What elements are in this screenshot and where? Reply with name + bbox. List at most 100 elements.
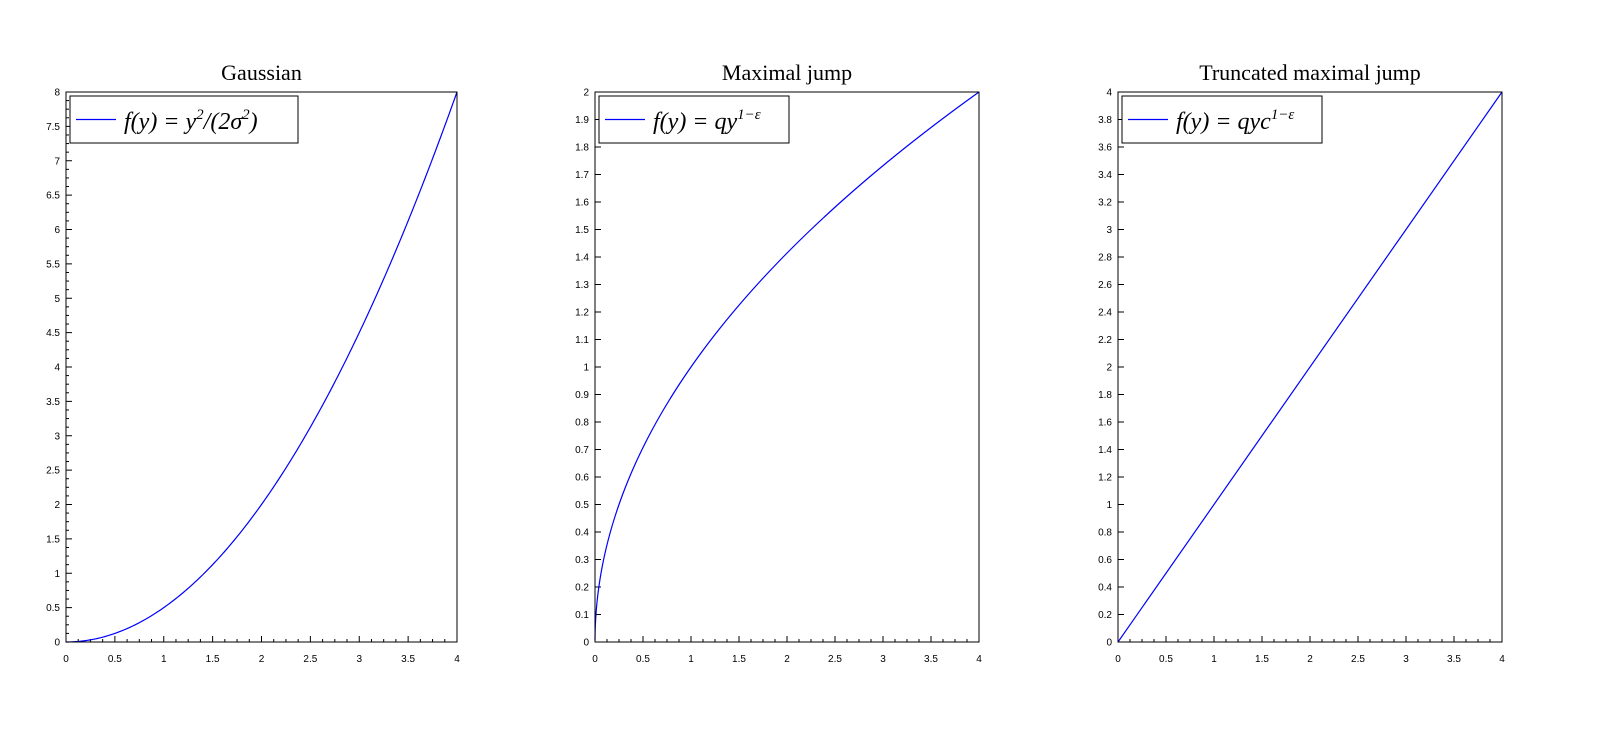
y-tick-label: 3 <box>1106 225 1112 236</box>
x-tick-label: 2 <box>784 654 790 665</box>
series-line <box>65 91 458 643</box>
y-tick-label: 0.8 <box>575 418 589 429</box>
y-tick-label: 1.4 <box>575 253 589 264</box>
y-tick-label: 4 <box>1106 88 1112 99</box>
x-tick-label: 3 <box>1403 654 1409 665</box>
y-tick-label: 0 <box>583 638 589 649</box>
y-tick-label: 1.6 <box>1098 418 1112 429</box>
x-tick-label: 4 <box>976 654 982 665</box>
y-tick-label: 6 <box>54 225 60 236</box>
legend-superscript: 1−ε <box>737 107 761 123</box>
legend: f(y) = y2/(2σ2) <box>69 95 299 144</box>
y-tick-label: 4 <box>54 363 60 374</box>
y-tick-label: 5.5 <box>46 259 60 270</box>
x-tick-label: 0.5 <box>1159 654 1173 665</box>
y-tick-label: 1.2 <box>1098 473 1112 484</box>
y-tick-label: 1.4 <box>1098 445 1112 456</box>
y-tick-label: 1.6 <box>575 198 589 209</box>
y-tick-label: 0 <box>1106 638 1112 649</box>
plot-truncated-maximal-jump: Truncated maximal jump 0 0.5 1 1.5 2 2.5 3 3.5 4 0… <box>1098 60 1505 665</box>
plot-title: Truncated maximal jump <box>1199 60 1421 85</box>
y-tick-label: 0.4 <box>1098 583 1112 594</box>
y-tick-label: 0.5 <box>575 500 589 511</box>
y-tick-label: 2 <box>54 500 60 511</box>
x-tick-label: 0 <box>63 654 69 665</box>
x-tick-label: 1 <box>1211 654 1217 665</box>
y-tick-label: 1 <box>583 363 589 374</box>
y-tick-label: 0.2 <box>575 583 589 594</box>
plot-title: Maximal jump <box>722 60 852 85</box>
x-tick-label: 0 <box>1115 654 1121 665</box>
legend-superscript: 2 <box>196 107 204 123</box>
y-tick-label: 1.1 <box>575 335 589 346</box>
legend-superscript: 1−ε <box>1271 107 1295 123</box>
x-tick-label: 1.5 <box>206 654 220 665</box>
legend-text-part: f(y) = qy <box>653 109 738 135</box>
x-tick-label: 3.5 <box>401 654 415 665</box>
y-tick-label: 0 <box>54 638 60 649</box>
x-tick-label: 4 <box>1499 654 1505 665</box>
y-tick-label: 3.8 <box>1098 115 1112 126</box>
x-tick-label: 3.5 <box>924 654 938 665</box>
y-tick-label: 1.3 <box>575 280 589 291</box>
y-tick-label: 8 <box>54 88 60 99</box>
y-tick-label: 1.5 <box>46 534 60 545</box>
y-tick-label: 2.5 <box>46 466 60 477</box>
y-tick-label: 3 <box>54 431 60 442</box>
legend-label: f(y) = y2/(2σ2) <box>124 107 258 135</box>
y-tick-label: 1.8 <box>575 143 589 154</box>
legend-label: f(y) = qyc1−ε <box>1176 107 1294 135</box>
y-tick-label: 2 <box>1106 363 1112 374</box>
x-tick-label: 0.5 <box>636 654 650 665</box>
y-tick-label: 6.5 <box>46 191 60 202</box>
x-tick-label: 2 <box>259 654 265 665</box>
y-tick-label: 2.2 <box>1098 335 1112 346</box>
y-tick-label: 7 <box>54 156 60 167</box>
y-tick-label: 0.6 <box>1098 555 1112 566</box>
x-tick-label: 1 <box>688 654 694 665</box>
axes-frame <box>1117 91 1503 643</box>
y-tick-label: 0.1 <box>575 610 589 621</box>
y-tick-label: 1.5 <box>575 225 589 236</box>
series-line <box>1117 91 1503 643</box>
x-tick-label: 0.5 <box>108 654 122 665</box>
y-tick-label: 0.8 <box>1098 528 1112 539</box>
legend-text-part: ) <box>248 109 258 135</box>
y-tick-label: 0.3 <box>575 555 589 566</box>
x-tick-label: 1 <box>161 654 167 665</box>
x-tick-label: 1.5 <box>1255 654 1269 665</box>
y-tick-label: 2 <box>583 88 589 99</box>
x-tick-label: 3.5 <box>1447 654 1461 665</box>
y-tick-label: 1.2 <box>575 308 589 319</box>
legend: f(y) = qy1−ε <box>598 95 790 144</box>
y-tick-label: 0.9 <box>575 390 589 401</box>
x-tick-label: 3 <box>356 654 362 665</box>
legend-text-part: /(2σ <box>202 109 244 135</box>
x-tick-label: 2 <box>1307 654 1313 665</box>
y-tick-label: 1.7 <box>575 170 589 181</box>
y-tick-label: 2.6 <box>1098 280 1112 291</box>
x-tick-label: 4 <box>454 654 460 665</box>
y-tick-label: 3.4 <box>1098 170 1112 181</box>
axes-frame <box>65 91 458 643</box>
x-tick-label: 3 <box>880 654 886 665</box>
x-tick-label: 1.5 <box>732 654 746 665</box>
x-tick-label: 2.5 <box>1351 654 1365 665</box>
y-tick-label: 2.4 <box>1098 308 1112 319</box>
y-tick-label: 1 <box>1106 500 1112 511</box>
legend-text-part: f(y) = qyc <box>1176 109 1271 135</box>
legend-text-part: f(y) = y <box>124 109 197 135</box>
y-tick-label: 3.6 <box>1098 143 1112 154</box>
y-tick-label: 0.6 <box>575 473 589 484</box>
series-line <box>594 91 980 641</box>
y-tick-label: 1.8 <box>1098 390 1112 401</box>
y-tick-label: 2.8 <box>1098 253 1112 264</box>
y-tick-label: 0.7 <box>575 445 589 456</box>
y-tick-label: 1 <box>54 569 60 580</box>
y-tick-label: 4.5 <box>46 328 60 339</box>
y-tick-label: 3.5 <box>46 397 60 408</box>
plot-gaussian: Gaussian 0 0.5 1 1.5 2 2.5 3 3.5 4 0 0.5 1 1.5 2 2.5 3 3.… <box>46 60 460 665</box>
axes-frame <box>594 91 980 643</box>
x-tick-label: 2.5 <box>828 654 842 665</box>
